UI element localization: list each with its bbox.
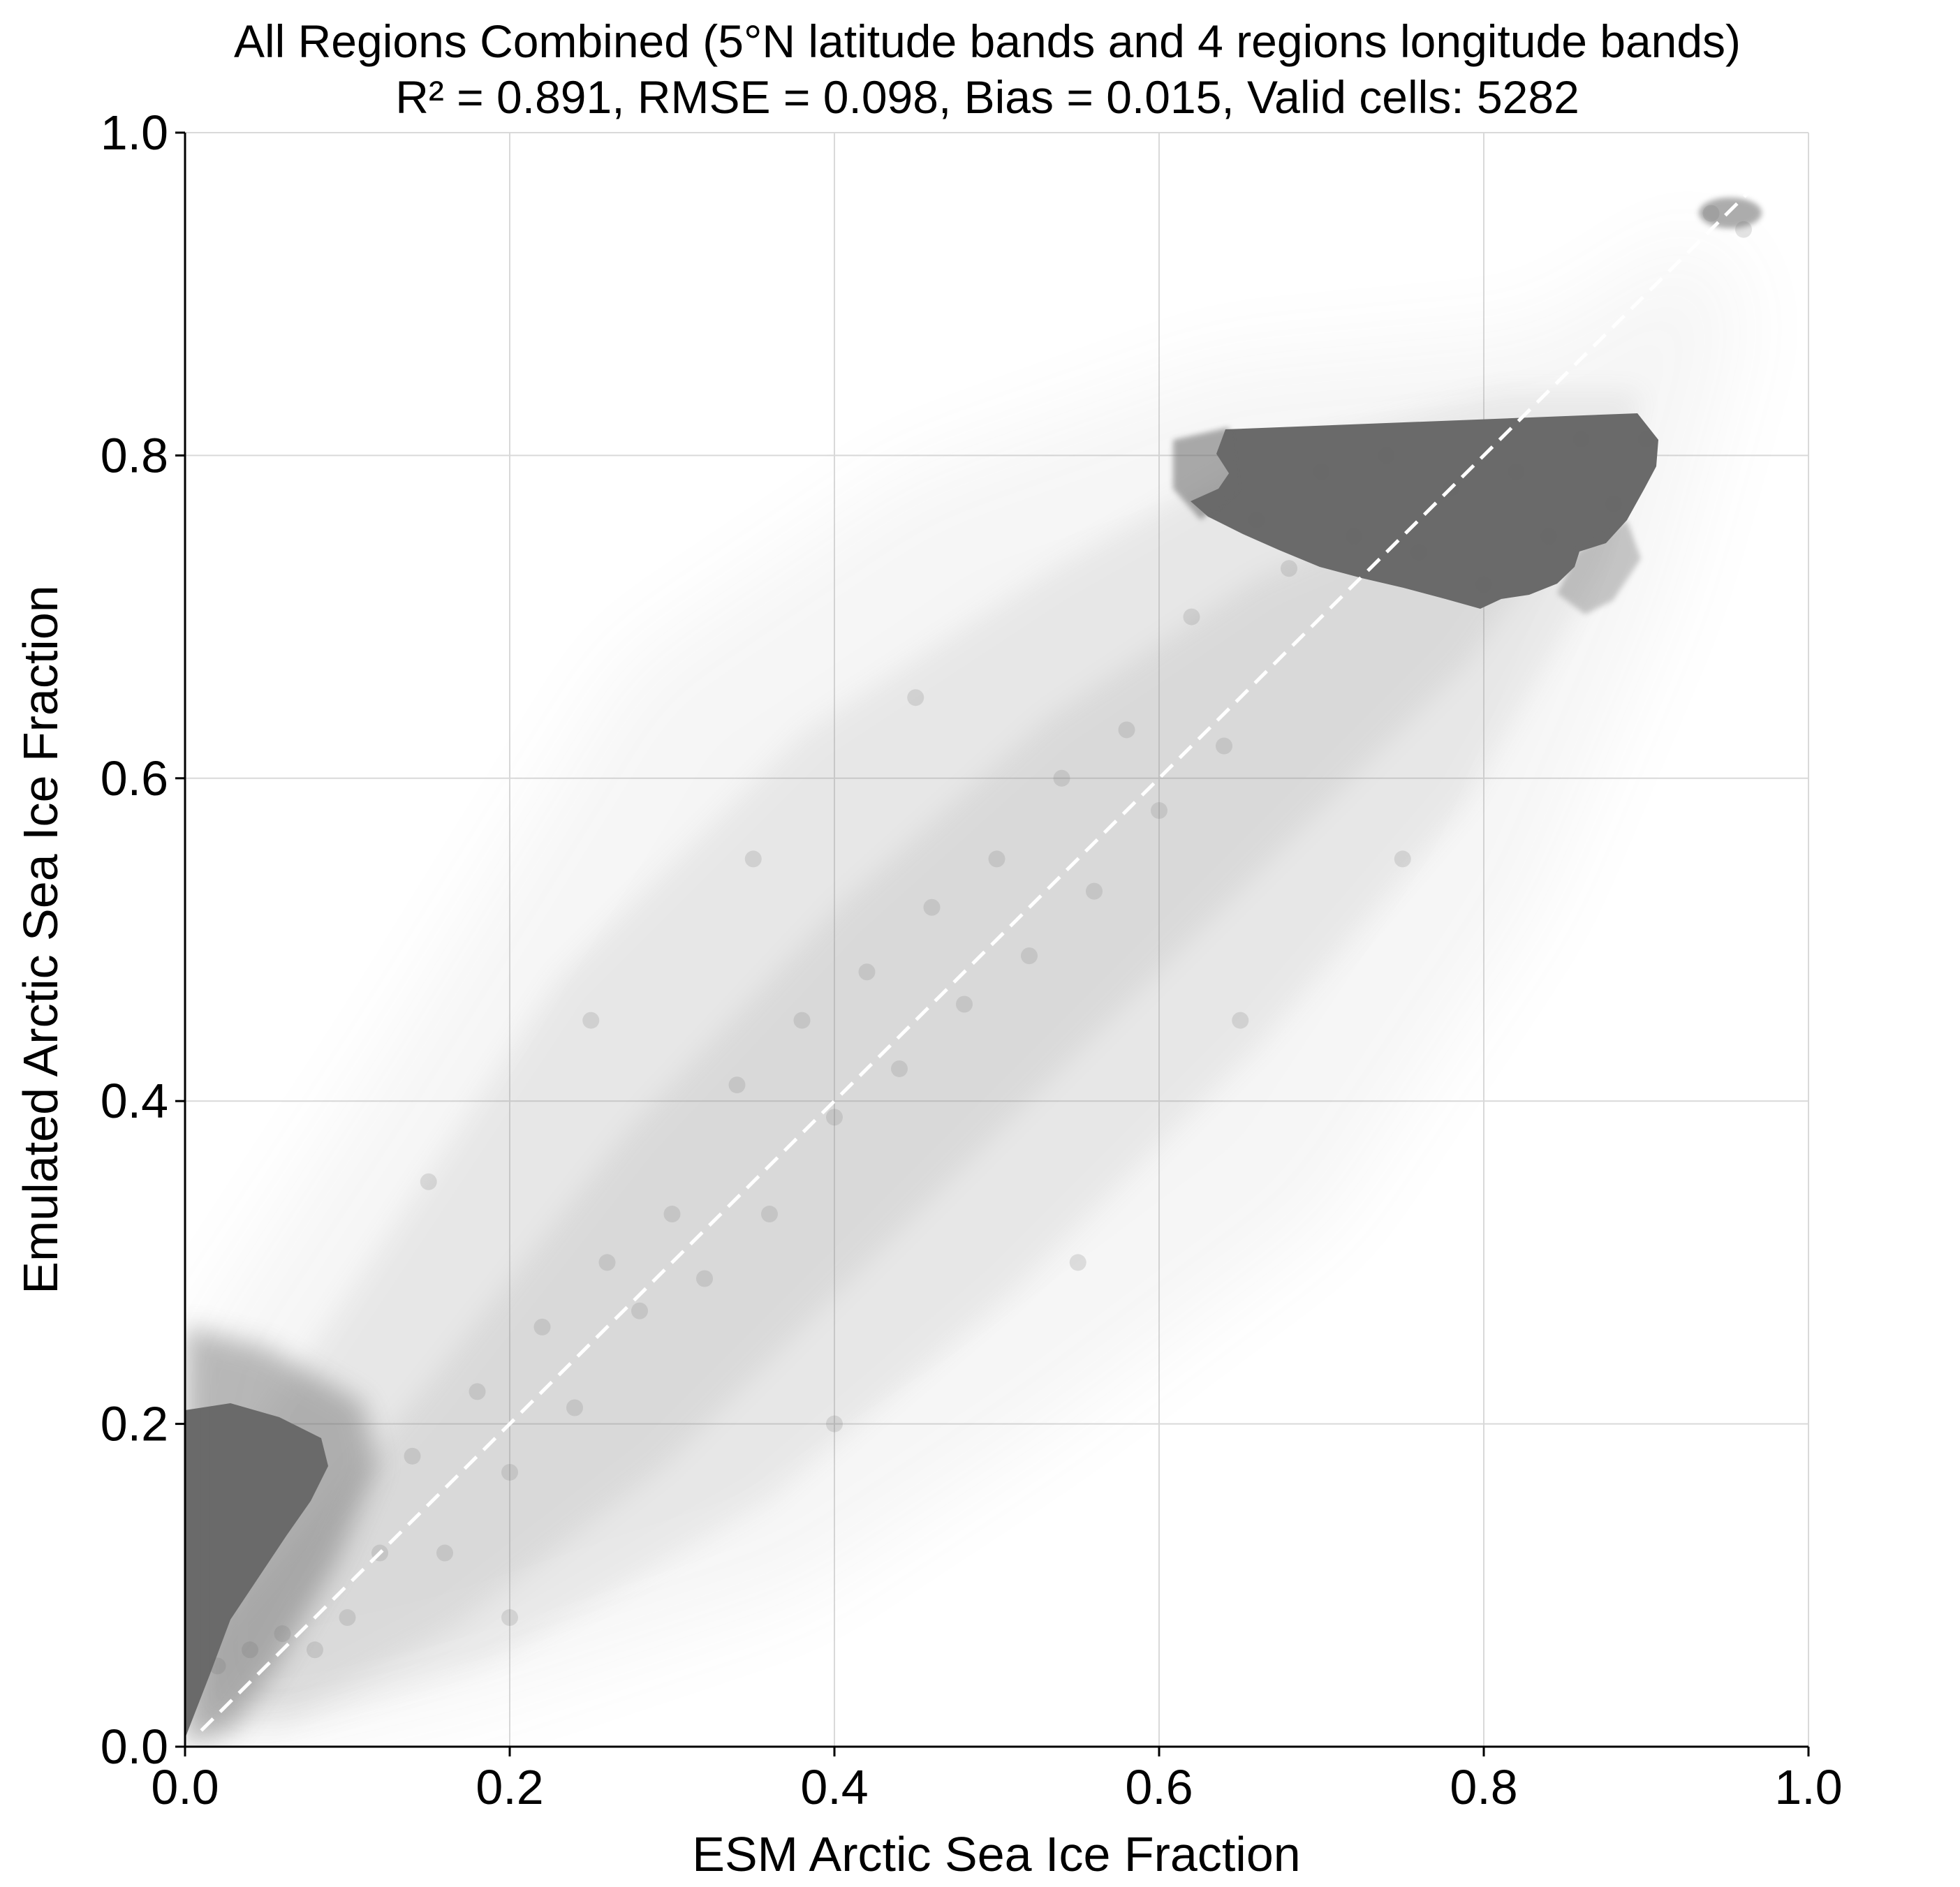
scatter-point bbox=[1410, 544, 1427, 561]
scatter-point bbox=[1248, 511, 1265, 528]
scatter-point bbox=[469, 1383, 486, 1400]
scatter-point bbox=[1069, 1254, 1086, 1271]
scatter-point bbox=[501, 1609, 518, 1627]
scatter-point bbox=[858, 963, 876, 981]
scatter-point bbox=[1151, 802, 1167, 820]
scatter-point bbox=[826, 1109, 843, 1126]
scatter-point bbox=[1232, 1012, 1249, 1029]
x-ticks: 0.0 0.2 0.4 0.6 0.8 1.0 bbox=[151, 1747, 1843, 1814]
x-axis-label: ESM Arctic Sea Ice Fraction bbox=[692, 1827, 1300, 1881]
scatter-point bbox=[761, 1206, 778, 1223]
scatter-point bbox=[1394, 850, 1411, 868]
x-tick-label: 0.2 bbox=[476, 1760, 543, 1814]
dense-cluster-top bbox=[1699, 198, 1762, 228]
scatter-point bbox=[923, 898, 941, 916]
scatter-point bbox=[826, 1415, 843, 1433]
scatter-point bbox=[663, 1206, 681, 1223]
scatter-point bbox=[274, 1625, 291, 1643]
scatter-point bbox=[1637, 431, 1655, 448]
dense-cluster-high bbox=[1191, 413, 1658, 609]
y-tick-label: 0.4 bbox=[101, 1074, 168, 1128]
y-tick-label: 1.0 bbox=[101, 105, 168, 160]
reference-line bbox=[200, 179, 1762, 1732]
point-density bbox=[185, 198, 1762, 1747]
scatter-point bbox=[307, 1641, 323, 1659]
x-tick-label: 0.0 bbox=[151, 1760, 219, 1814]
y-ticks: 0.0 0.2 0.4 0.6 0.8 1.0 bbox=[101, 105, 185, 1774]
scatter-point bbox=[744, 850, 762, 868]
scatter-point bbox=[1605, 495, 1622, 512]
scatter-haze-core bbox=[209, 489, 1571, 1710]
dense-cluster-low-halo bbox=[185, 1326, 377, 1745]
scatter-point bbox=[598, 1254, 616, 1271]
y-tick-label: 0.6 bbox=[101, 751, 168, 806]
scatter-point bbox=[339, 1609, 356, 1627]
chart-title: All Regions Combined (5°N latitude bands… bbox=[234, 15, 1741, 67]
scatter-point bbox=[1540, 528, 1557, 545]
chart-subtitle: R² = 0.891, RMSE = 0.098, Bias = 0.015, … bbox=[395, 71, 1579, 123]
scatter-point bbox=[1216, 737, 1232, 755]
y-tick-label: 0.8 bbox=[101, 428, 168, 482]
scatter-point bbox=[1508, 463, 1525, 480]
scatter-point bbox=[1118, 721, 1135, 739]
scatter-point bbox=[566, 1399, 583, 1416]
scatter-point bbox=[1086, 882, 1103, 900]
scatter-point bbox=[631, 1302, 648, 1319]
scatter-point bbox=[1183, 608, 1200, 626]
scatter-point bbox=[242, 1641, 258, 1659]
scatter-point bbox=[436, 1544, 453, 1562]
dense-cluster-high-edge bbox=[1173, 427, 1236, 520]
scatter-point bbox=[956, 996, 973, 1013]
y-tick-label: 0.0 bbox=[101, 1719, 168, 1774]
scatter-point bbox=[1346, 528, 1362, 545]
scatter-point bbox=[501, 1463, 518, 1481]
scatter-point bbox=[1281, 560, 1297, 577]
scatter-point bbox=[988, 850, 1005, 868]
scatter-point bbox=[533, 1318, 551, 1335]
scatter-point bbox=[793, 1012, 811, 1029]
scatter-point bbox=[1053, 769, 1070, 787]
scatter-point bbox=[907, 689, 924, 706]
scatter-point bbox=[582, 1012, 600, 1029]
scatter-point bbox=[696, 1270, 713, 1287]
scatter-point bbox=[1702, 205, 1720, 222]
scatter-point bbox=[404, 1447, 421, 1465]
scatter-point bbox=[1475, 576, 1492, 593]
x-tick-label: 0.8 bbox=[1450, 1760, 1517, 1814]
scatter-points bbox=[209, 205, 1752, 1675]
scatter-point bbox=[1735, 221, 1752, 238]
scatter-point bbox=[1313, 463, 1330, 480]
scatter-point bbox=[891, 1060, 908, 1077]
axes bbox=[184, 133, 1808, 1748]
scatter-point bbox=[1021, 947, 1038, 965]
x-tick-label: 0.6 bbox=[1125, 1760, 1193, 1814]
x-tick-label: 0.4 bbox=[800, 1760, 868, 1814]
scatter-point bbox=[209, 1657, 226, 1675]
scatter-point bbox=[728, 1076, 746, 1094]
y-tick-label: 0.2 bbox=[101, 1397, 168, 1451]
scatter-point bbox=[1378, 447, 1395, 464]
x-tick-label: 1.0 bbox=[1774, 1760, 1842, 1814]
scatter-point bbox=[420, 1173, 437, 1190]
y-axis-label: Emulated Arctic Sea Ice Fraction bbox=[13, 585, 68, 1294]
dense-cluster-high-fade bbox=[1557, 520, 1641, 614]
scatter-point bbox=[1572, 431, 1590, 448]
